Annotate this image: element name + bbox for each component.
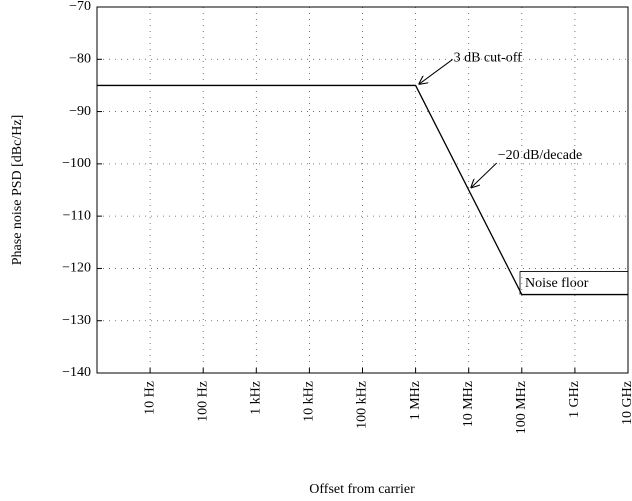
x-tick-label: 100 kHz (355, 381, 370, 429)
annotation-box (519, 271, 628, 295)
y-tick-label: −90 (69, 104, 91, 119)
annotation: Noise floor (525, 276, 589, 291)
y-tick-label: −130 (62, 313, 91, 328)
annotation: −20 dB/decade (498, 148, 582, 163)
x-tick-label: 1 MHz (408, 381, 423, 420)
x-tick-label: 10 GHz (620, 381, 632, 425)
line-series (97, 84, 628, 296)
x-tick-label: 100 Hz (195, 381, 210, 422)
y-tick-label: −120 (62, 261, 91, 276)
x-tick-label: 10 kHz (302, 381, 317, 422)
y-tick-label: −70 (69, 0, 91, 14)
x-tick-label: 1 GHz (567, 381, 582, 418)
plot-frame (96, 6, 629, 374)
x-tick-label: 10 Hz (142, 381, 157, 415)
x-tick-label: 1 kHz (249, 381, 264, 415)
y-tick-label: −100 (62, 156, 91, 171)
annotation-arrow (419, 59, 453, 84)
x-tick-label: 100 MHz (514, 381, 529, 434)
x-axis-label: Offset from carrier (309, 482, 415, 497)
x-tick-label: 10 MHz (461, 381, 476, 427)
y-tick-label: −110 (63, 208, 91, 223)
annotation-arrow (471, 162, 498, 188)
annotation: 3 dB cut-off (454, 51, 523, 66)
y-tick-label: −80 (69, 52, 91, 67)
y-axis-label: Phase noise PSD [dBc/Hz] (10, 115, 25, 266)
y-tick-label: −140 (62, 365, 91, 380)
